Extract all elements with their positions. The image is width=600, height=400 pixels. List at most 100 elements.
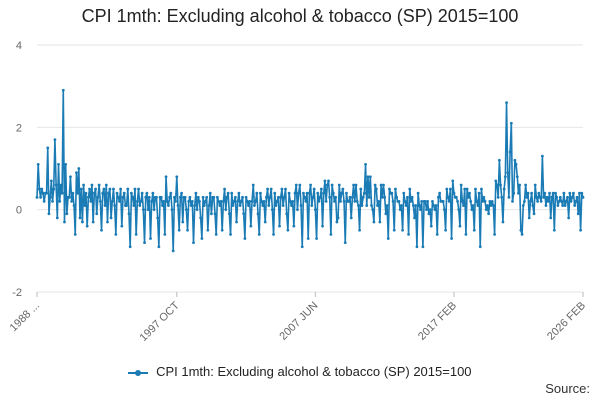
data-point [460,200,464,203]
data-point [400,204,403,207]
data-point [144,195,148,199]
data-point [52,187,56,191]
data-point [431,200,434,203]
data-point [494,179,498,183]
data-point [177,228,181,232]
data-point [259,191,262,195]
data-point [427,212,431,216]
data-point [257,232,261,236]
data-point [220,228,224,232]
data-point [251,183,255,187]
source-label: Source: [545,381,590,396]
data-point [212,195,216,199]
data-point [192,241,195,245]
data-point [395,195,399,199]
data-point [324,200,328,203]
data-point [407,232,410,236]
data-point [529,200,532,203]
data-point [58,200,62,203]
data-point [138,204,142,207]
data-point [543,191,547,195]
data-point [71,191,75,195]
y-axis: -2 0 2 4 [12,40,22,299]
data-point [432,204,436,207]
data-point [538,195,542,199]
data-point [581,195,585,199]
data-point [60,191,64,195]
data-point [503,175,507,179]
data-point [256,212,260,216]
y-tick-label: -2 [12,287,22,299]
data-point [114,232,118,236]
data-point [486,204,489,207]
data-point [132,204,136,207]
data-point [264,195,268,199]
data-point [542,195,545,199]
data-point [349,216,353,220]
data-point [327,179,330,183]
data-point [205,195,209,199]
data-point [356,204,360,207]
data-point [415,245,419,249]
data-point [524,183,528,187]
data-point [450,237,453,240]
data-point [262,200,266,203]
data-point [487,212,491,216]
data-point [233,195,237,199]
data-point [312,187,316,191]
data-point [313,208,317,212]
data-point [180,191,183,195]
data-point [90,183,94,187]
data-point [537,191,541,195]
data-point [476,204,480,207]
data-point [378,220,382,224]
data-point [361,195,365,199]
data-point [576,212,580,216]
data-point [42,200,46,203]
data-point [385,204,389,207]
data-point [221,200,225,203]
legend-label: CPI 1mth: Excluding alcohol & tobacco (S… [156,364,472,379]
data-point [120,224,124,228]
data-point [417,204,421,207]
data-point [354,183,358,187]
data-point [164,175,168,179]
data-point [250,200,254,203]
data-point [91,220,95,224]
data-point [368,175,372,179]
data-point [125,204,129,207]
data-point [210,212,213,216]
data-point [454,195,458,199]
data-point [134,232,138,236]
data-point [224,208,228,212]
data-point [101,191,105,195]
data-point [294,183,298,187]
data-point [343,241,347,245]
data-point [242,212,246,216]
data-point [175,175,179,179]
data-point [509,121,513,125]
data-point [469,200,473,203]
data-point [156,216,160,220]
data-point [560,200,563,203]
data-point [72,204,76,207]
data-point [329,232,333,236]
data-point [515,175,519,179]
data-point [255,191,259,195]
data-point [573,204,577,207]
data-point [39,195,42,199]
data-point [141,208,145,212]
data-point [129,191,133,195]
data-point [186,228,189,232]
data-point [296,208,299,212]
chart-title: CPI 1mth: Excluding alcohol & tobacco (S… [81,6,519,26]
data-point [61,88,65,92]
data-point [40,187,44,191]
data-point [564,200,568,203]
data-point [555,195,559,199]
data-point [143,241,146,245]
data-point [482,195,486,199]
data-point [531,204,535,207]
data-point [318,195,322,199]
